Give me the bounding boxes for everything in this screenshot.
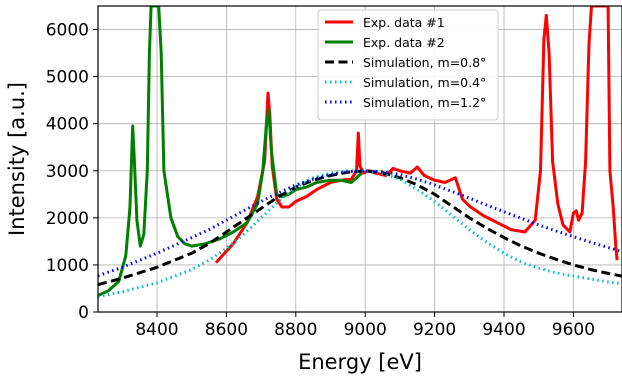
y-tick-label: 6000 <box>46 21 89 41</box>
legend-label: Simulation, m=0.8° <box>363 55 486 70</box>
legend: Exp. data #1 Exp. data #2 Simulation, m=0.… <box>317 9 499 121</box>
legend-label: Simulation, m=0.4° <box>363 75 486 90</box>
y-tick-label: 0 <box>78 303 89 323</box>
legend-label: Simulation, m=1.2° <box>363 95 486 110</box>
x-tick-label: 9600 <box>552 320 595 340</box>
x-tick-label: 9400 <box>482 320 525 340</box>
y-tick-label: 4000 <box>46 115 89 135</box>
axis-ticks: 8400 8600 8800 9000 9200 9400 9600 0 1000 2000 300… <box>46 21 595 340</box>
x-tick-label: 8600 <box>205 320 248 340</box>
x-tick-label: 8400 <box>135 320 178 340</box>
series-lines <box>98 6 622 298</box>
legend-label: Exp. data #1 <box>363 15 445 30</box>
y-tick-label: 1000 <box>46 256 89 276</box>
y-tick-label: 3000 <box>46 162 89 182</box>
y-tick-label: 2000 <box>46 209 89 229</box>
series-line-3 <box>98 169 622 287</box>
plot-frame <box>97 5 622 313</box>
x-axis-label: Energy [eV] <box>298 350 422 374</box>
legend-label: Exp. data #2 <box>363 35 445 50</box>
series-line-1 <box>214 6 619 264</box>
y-axis-label: Intensity [a.u.] <box>5 82 29 236</box>
x-tick-label: 9200 <box>413 320 456 340</box>
x-tick-label: 8800 <box>274 320 317 340</box>
legend-box <box>317 9 499 121</box>
series-line-4 <box>98 169 622 298</box>
x-tick-label: 9000 <box>344 320 387 340</box>
y-tick-label: 5000 <box>46 68 89 88</box>
